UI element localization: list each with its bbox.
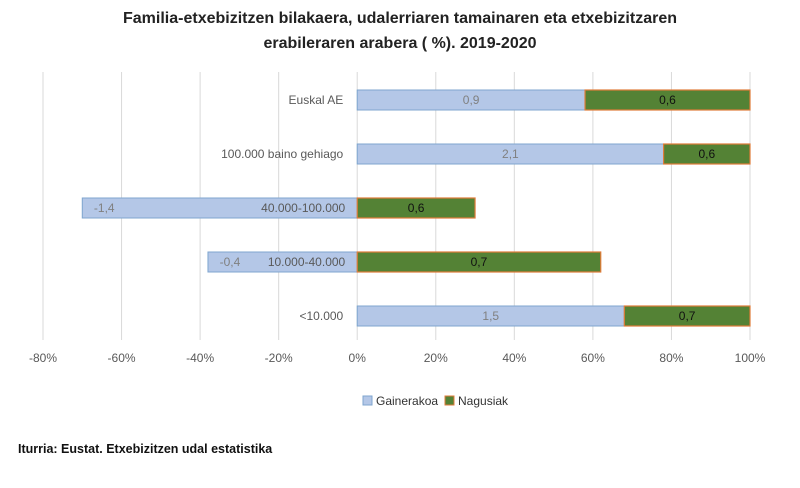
bar-nagusiak [356, 197, 476, 219]
category-label: Euskal AE [289, 93, 344, 107]
x-tick-label: 40% [502, 351, 526, 365]
legend-label-gainerakoa: Gainerakoa [376, 394, 438, 408]
data-label-nagusiak: 0,7 [471, 255, 488, 269]
bar-nagusiak [356, 251, 602, 273]
legend-swatch-nagusiak [444, 395, 455, 406]
legend-label-nagusiak: Nagusiak [458, 394, 509, 408]
data-label-nagusiak: 0,6 [408, 201, 425, 215]
x-tick-label: -20% [265, 351, 293, 365]
bar-nagusiak [584, 89, 751, 111]
category-label: <10.000 [300, 309, 344, 323]
chart-title-line-2: erabileraren arabera ( %). 2019-2020 [263, 35, 537, 52]
bar-nagusiak [623, 305, 751, 327]
category-label: 10.000-40.000 [268, 255, 346, 269]
x-tick-label: -40% [186, 351, 214, 365]
x-tick-label: -60% [108, 351, 136, 365]
x-tick-label: 80% [659, 351, 683, 365]
data-label-nagusiak: 0,7 [679, 309, 696, 323]
bar-nagusiak [662, 143, 751, 165]
x-tick-label: 100% [735, 351, 766, 365]
data-label-gainerakoa: -1,4 [94, 201, 115, 215]
data-label-gainerakoa: 2,1 [502, 147, 519, 161]
chart-title-line-1: Familia-etxebizitzen bilakaera, udalerri… [123, 10, 677, 27]
data-label-nagusiak: 0,6 [659, 93, 676, 107]
x-tick-label: 60% [581, 351, 605, 365]
chart-title: Familia-etxebizitzen bilakaera, udalerri… [0, 6, 800, 56]
x-tick-label: 0% [349, 351, 367, 365]
legend-swatch-gainerakoa [362, 395, 373, 406]
data-label-gainerakoa: 1,5 [482, 309, 499, 323]
data-label-gainerakoa: 0,9 [463, 93, 480, 107]
source-note: Iturria: Eustat. Etxebizitzen udal estat… [18, 442, 273, 456]
category-label: 100.000 baino gehiago [221, 147, 343, 161]
x-tick-label: -80% [29, 351, 57, 365]
data-label-nagusiak: 0,6 [698, 147, 715, 161]
category-label: 40.000-100.000 [261, 201, 345, 215]
data-label-gainerakoa: -0,4 [220, 255, 241, 269]
x-tick-label: 20% [424, 351, 448, 365]
